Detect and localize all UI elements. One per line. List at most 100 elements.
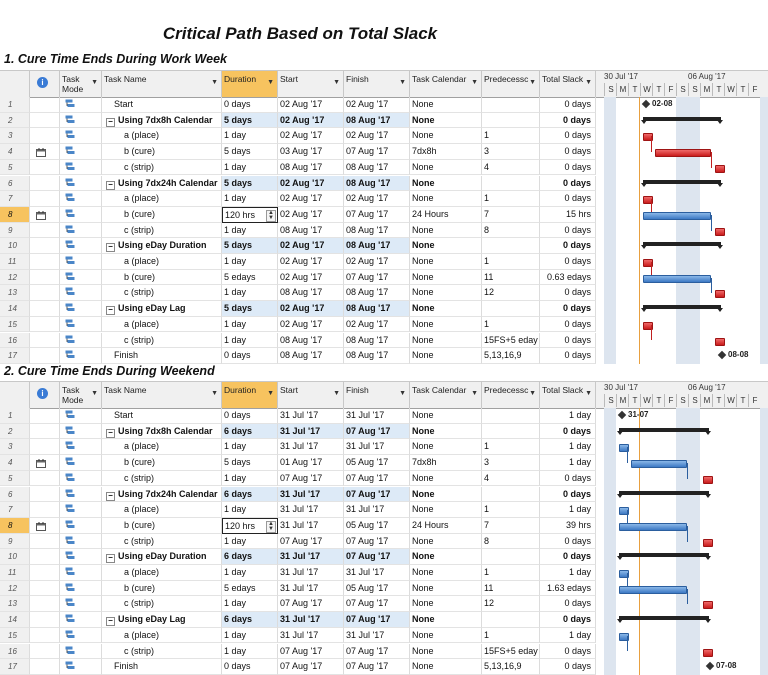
row-total-slack[interactable]: 0 days bbox=[540, 222, 596, 239]
row-predecessors[interactable]: 5,13,16,9 bbox=[482, 348, 540, 364]
summary-bar[interactable] bbox=[617, 490, 711, 498]
task-bar[interactable] bbox=[643, 274, 711, 283]
row-task-calendar[interactable]: None bbox=[410, 643, 482, 660]
col-header-finish[interactable]: Finish ▼ bbox=[344, 71, 410, 97]
collapse-icon[interactable]: − bbox=[106, 554, 115, 564]
row-duration[interactable]: 1 day bbox=[222, 332, 278, 349]
row-predecessors[interactable]: 3 bbox=[482, 455, 540, 471]
dropdown-arrow-icon[interactable]: ▼ bbox=[399, 79, 406, 86]
row-task-calendar[interactable]: None bbox=[410, 439, 482, 456]
row-duration[interactable]: 5 days bbox=[222, 144, 278, 160]
row-total-slack[interactable]: 0 days bbox=[540, 470, 596, 487]
table-row[interactable]: 14− Using eDay Lag 6 days 31 Jul '17 07 Aug … bbox=[0, 612, 600, 628]
col-header-task-mode[interactable]: Task Mode ▼ bbox=[60, 71, 102, 97]
col-header-task-calendar[interactable]: Task Calendar ▼ bbox=[410, 382, 482, 408]
row-finish[interactable]: 02 Aug '17 bbox=[344, 316, 410, 333]
row-task-name[interactable]: a (place) bbox=[102, 439, 222, 456]
row-duration[interactable]: 1 day bbox=[222, 254, 278, 270]
table-row[interactable]: 15 a (place) 1 day 31 Jul '17 31 Jul '17 None… bbox=[0, 627, 600, 644]
row-task-name[interactable]: a (place) bbox=[102, 316, 222, 333]
row-start[interactable]: 07 Aug '17 bbox=[278, 596, 344, 613]
row-start[interactable]: 03 Aug '17 bbox=[278, 144, 344, 160]
row-task-name[interactable]: b (cure) bbox=[102, 144, 222, 160]
row-duration[interactable]: 1 day bbox=[222, 222, 278, 239]
summary-bar[interactable] bbox=[641, 242, 723, 250]
row-task-calendar[interactable]: None bbox=[410, 596, 482, 613]
row-total-slack[interactable]: 1 day bbox=[540, 439, 596, 456]
row-duration[interactable]: 1 day bbox=[222, 627, 278, 644]
row-task-name[interactable]: c (strip) bbox=[102, 159, 222, 176]
summary-bar[interactable] bbox=[617, 616, 711, 624]
row-predecessors[interactable]: 1 bbox=[482, 502, 540, 518]
row-task-mode[interactable] bbox=[60, 222, 102, 239]
row-task-mode[interactable] bbox=[60, 533, 102, 550]
row-task-name[interactable]: c (strip) bbox=[102, 596, 222, 613]
row-duration[interactable]: 6 days bbox=[222, 612, 278, 628]
row-finish[interactable]: 31 Jul '17 bbox=[344, 502, 410, 518]
collapse-icon[interactable]: − bbox=[106, 428, 115, 438]
row-id[interactable]: 15 bbox=[0, 627, 30, 644]
table-row[interactable]: 13 c (strip) 1 day 08 Aug '17 08 Aug '17 None… bbox=[0, 285, 600, 302]
row-task-mode[interactable] bbox=[60, 285, 102, 302]
row-task-mode[interactable] bbox=[60, 238, 102, 254]
col-header-start[interactable]: Start ▼ bbox=[278, 71, 344, 97]
row-finish[interactable]: 07 Aug '17 bbox=[344, 643, 410, 660]
row-task-name[interactable]: c (strip) bbox=[102, 222, 222, 239]
row-duration[interactable]: 5 days bbox=[222, 238, 278, 254]
row-predecessors[interactable]: 3 bbox=[482, 144, 540, 160]
col-header-duration[interactable]: Duration ▼ bbox=[222, 382, 278, 408]
row-task-name[interactable]: c (strip) bbox=[102, 533, 222, 550]
collapse-icon[interactable]: − bbox=[106, 117, 115, 127]
row-task-name[interactable]: − Using 7dx24h Calendar bbox=[102, 175, 222, 192]
collapse-icon[interactable]: − bbox=[106, 491, 115, 501]
row-id[interactable]: 12 bbox=[0, 269, 30, 286]
row-id[interactable]: 5 bbox=[0, 159, 30, 176]
row-finish[interactable]: 05 Aug '17 bbox=[344, 517, 410, 534]
row-task-mode[interactable] bbox=[60, 627, 102, 644]
row-start[interactable]: 02 Aug '17 bbox=[278, 238, 344, 254]
col-header-task-name[interactable]: Task Name ▼ bbox=[102, 382, 222, 408]
row-task-name[interactable]: a (place) bbox=[102, 254, 222, 270]
row-start[interactable]: 08 Aug '17 bbox=[278, 222, 344, 239]
row-predecessors[interactable]: 11 bbox=[482, 580, 540, 597]
dropdown-arrow-icon[interactable]: ▼ bbox=[211, 390, 218, 397]
row-start[interactable]: 02 Aug '17 bbox=[278, 128, 344, 145]
table-row[interactable]: 4 b (cure) 5 days 01 Aug '17 05 Aug '17 7dx8h… bbox=[0, 455, 600, 471]
table-row[interactable]: 2− Using 7dx8h Calendar 6 days 31 Jul '17 07… bbox=[0, 423, 600, 440]
row-finish[interactable]: 02 Aug '17 bbox=[344, 254, 410, 270]
row-task-name[interactable]: b (cure) bbox=[102, 455, 222, 471]
row-task-mode[interactable] bbox=[60, 348, 102, 364]
milestone-marker[interactable] bbox=[641, 99, 651, 109]
table-row[interactable]: 8 b (cure) 120 hrs ▲ ▼ 02 Aug '17 07 Aug '17 24… bbox=[0, 206, 600, 223]
row-id[interactable]: 2 bbox=[0, 423, 30, 440]
row-finish[interactable]: 08 Aug '17 bbox=[344, 301, 410, 317]
row-task-calendar[interactable]: None bbox=[410, 112, 482, 129]
row-task-mode[interactable] bbox=[60, 254, 102, 270]
dropdown-arrow-icon[interactable]: ▼ bbox=[399, 390, 406, 397]
row-total-slack[interactable]: 0 days bbox=[540, 549, 596, 565]
row-start[interactable]: 31 Jul '17 bbox=[278, 565, 344, 581]
duration-spinner[interactable]: ▲ ▼ bbox=[266, 209, 276, 222]
col-header-finish[interactable]: Finish ▼ bbox=[344, 382, 410, 408]
row-task-mode[interactable] bbox=[60, 269, 102, 286]
row-task-name[interactable]: a (place) bbox=[102, 627, 222, 644]
row-total-slack[interactable]: 1 day bbox=[540, 565, 596, 581]
row-finish[interactable]: 08 Aug '17 bbox=[344, 332, 410, 349]
row-total-slack[interactable]: 1 day bbox=[540, 455, 596, 471]
row-predecessors[interactable]: 12 bbox=[482, 285, 540, 302]
table-row[interactable]: 10− Using eDay Duration 6 days 31 Jul '17 07… bbox=[0, 549, 600, 565]
row-task-calendar[interactable]: None bbox=[410, 348, 482, 364]
row-total-slack[interactable]: 1 day bbox=[540, 502, 596, 518]
row-task-calendar[interactable]: 7dx8h bbox=[410, 144, 482, 160]
col-header-info[interactable] bbox=[30, 382, 60, 408]
task-bar[interactable] bbox=[619, 522, 687, 531]
col-header-predecessors[interactable]: Predecessc ▼ bbox=[482, 71, 540, 97]
task-bar[interactable] bbox=[631, 460, 687, 469]
row-finish[interactable]: 07 Aug '17 bbox=[344, 269, 410, 286]
critical-task-bar[interactable] bbox=[643, 133, 653, 142]
row-duration[interactable]: 1 day bbox=[222, 596, 278, 613]
row-task-name[interactable]: b (cure) bbox=[102, 517, 222, 534]
row-id[interactable]: 8 bbox=[0, 517, 30, 534]
